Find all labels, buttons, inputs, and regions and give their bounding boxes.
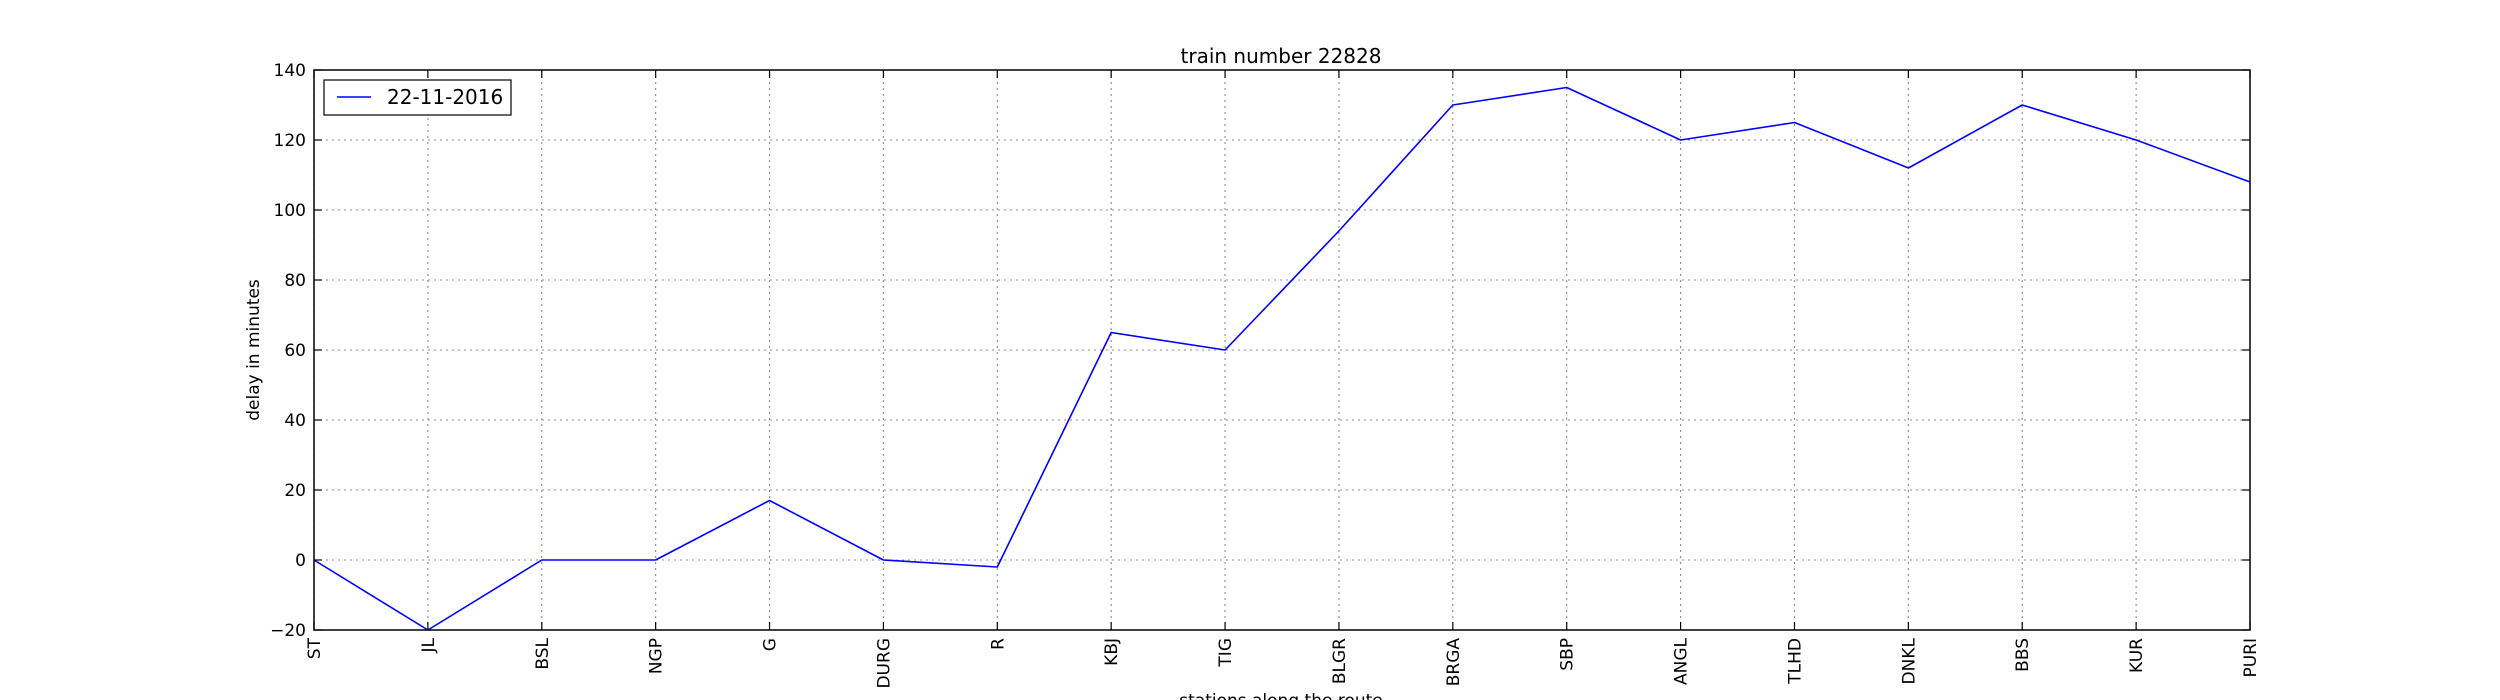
chart-title: train number 22828 bbox=[1181, 44, 1382, 68]
x-tick-label: ST bbox=[305, 637, 325, 659]
series-line bbox=[313, 86, 2251, 631]
grid bbox=[313, 69, 2251, 631]
x-tick-label: BLGR bbox=[1330, 638, 1350, 684]
y-tick-label: 60 bbox=[284, 341, 306, 361]
y-tick-label: 0 bbox=[295, 551, 306, 571]
legend-label: 22-11-2016 bbox=[387, 85, 503, 109]
x-tick-label: PURI bbox=[2241, 638, 2261, 678]
x-tick-label: BSL bbox=[533, 637, 553, 669]
x-axis-ticks: ST JL BSL NGP G DURG R KBJ TIG BLGR BRGA SBP ANGL TLH… bbox=[305, 70, 2261, 689]
y-tick-label: 120 bbox=[274, 131, 306, 151]
y-tick-label: 80 bbox=[284, 271, 306, 291]
y-tick-label: 20 bbox=[284, 481, 306, 501]
x-tick-label: NGP bbox=[647, 638, 667, 674]
x-tick-label: TIG bbox=[1216, 638, 1236, 668]
x-tick-label: SBP bbox=[1558, 638, 1578, 671]
y-axis-ticks: −20 0 20 40 60 80 100 120 140 bbox=[270, 61, 2250, 641]
x-tick-label: DNKL bbox=[1899, 637, 1919, 684]
x-tick-label: DURG bbox=[874, 638, 894, 689]
y-tick-label: 40 bbox=[284, 411, 306, 431]
y-tick-label: −20 bbox=[270, 621, 306, 641]
x-tick-label: JL bbox=[419, 637, 439, 653]
x-tick-label: KUR bbox=[2127, 638, 2147, 673]
x-tick-label: KBJ bbox=[1102, 638, 1122, 666]
x-tick-label: ANGL bbox=[1672, 637, 1692, 685]
x-tick-label: BBS bbox=[2013, 638, 2033, 672]
x-tick-label: TLHD bbox=[1785, 638, 1805, 685]
x-tick-label: R bbox=[988, 638, 1008, 650]
y-tick-label: 100 bbox=[274, 201, 306, 221]
y-axis-label: delay in minutes bbox=[244, 279, 264, 421]
x-tick-label: G bbox=[761, 638, 781, 651]
y-tick-label: 140 bbox=[274, 61, 306, 81]
series-layer bbox=[313, 86, 2251, 631]
x-axis-label: stations along the route bbox=[1179, 691, 1383, 700]
legend: 22-11-2016 bbox=[323, 79, 512, 116]
x-tick-label: BRGA bbox=[1444, 638, 1464, 687]
